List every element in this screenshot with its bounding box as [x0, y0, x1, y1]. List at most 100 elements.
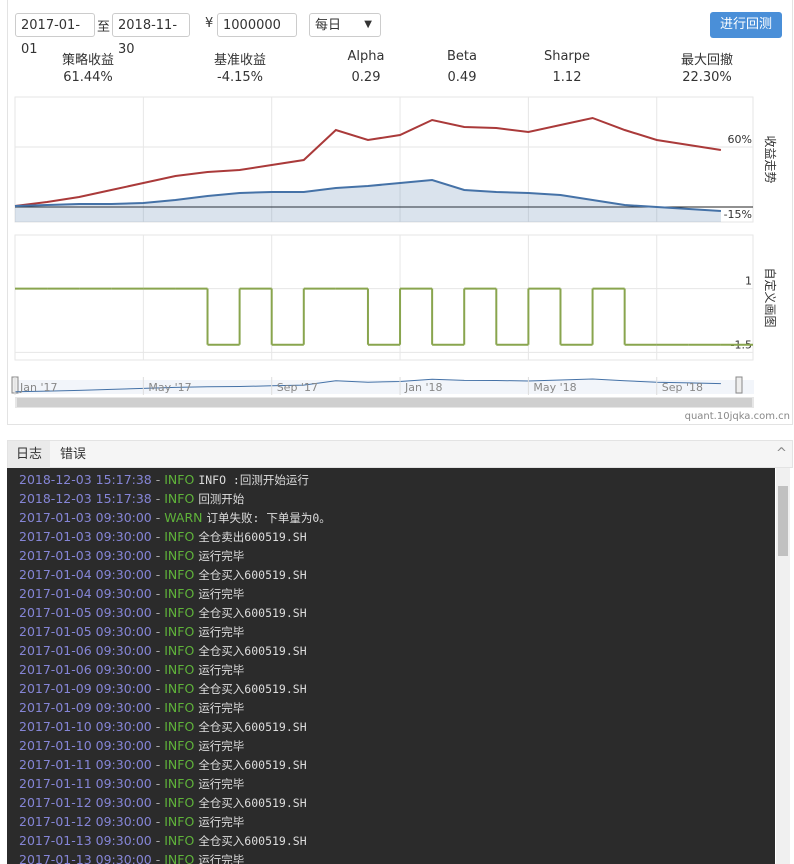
log-console: 2018-12-03 15:17:38 - INFO INFO :回测开始运行 2…	[7, 468, 775, 864]
stat-label: Alpha	[347, 49, 385, 64]
log-message: 全仓买入600519.SH	[198, 682, 307, 696]
stat-label: Beta	[447, 49, 477, 64]
log-level: INFO	[164, 586, 195, 601]
log-message: 全仓买入600519.SH	[198, 834, 307, 848]
log-separator: -	[155, 586, 161, 601]
log-line: 2017-01-05 09:30:00 - INFO 全仓买入600519.SH	[19, 605, 307, 621]
plot-area	[14, 234, 754, 361]
log-message: 全仓买入600519.SH	[198, 644, 307, 658]
log-line: 2017-01-09 09:30:00 - INFO 运行完毕	[19, 700, 244, 716]
log-line: 2017-01-06 09:30:00 - INFO 全仓买入600519.SH	[19, 643, 307, 659]
x-tick-label: Sep '18	[662, 381, 703, 394]
log-line: 2018-12-03 15:17:38 - INFO 回测开始	[19, 491, 244, 507]
log-time: 2017-01-12 09:30:00	[19, 795, 152, 810]
log-message: 运行完毕	[198, 587, 245, 601]
log-message: 运行完毕	[198, 701, 245, 715]
log-separator: -	[155, 700, 161, 715]
scrollbar-thumb[interactable]	[17, 398, 752, 407]
log-level: INFO	[164, 833, 195, 848]
log-line: 2017-01-12 09:30:00 - INFO 运行完毕	[19, 814, 244, 830]
log-tab[interactable]: 日志	[8, 441, 50, 468]
log-time: 2017-01-06 09:30:00	[19, 643, 152, 658]
log-level: INFO	[164, 548, 195, 563]
log-message: 运行完毕	[198, 777, 245, 791]
log-time: 2017-01-05 09:30:00	[19, 605, 152, 620]
log-message: 全仓买入600519.SH	[198, 606, 307, 620]
navigator-bg	[15, 380, 754, 394]
log-time: 2017-01-06 09:30:00	[19, 662, 152, 677]
log-separator: -	[155, 795, 161, 810]
log-line: 2017-01-11 09:30:00 - INFO 全仓买入600519.SH	[19, 757, 307, 773]
y-tick-label: 60%	[728, 133, 752, 146]
end-date-input[interactable]: 2018-11-30	[112, 13, 190, 57]
capital-input[interactable]: 1000000	[217, 13, 297, 37]
log-time: 2017-01-13 09:30:00	[19, 852, 152, 864]
log-line: 2017-01-10 09:30:00 - INFO 全仓买入600519.SH	[19, 719, 307, 735]
log-level: INFO	[164, 491, 195, 506]
log-level: WARN	[164, 510, 203, 525]
log-time: 2018-12-03 15:17:38	[19, 491, 152, 506]
log-message: 回测开始	[198, 492, 245, 506]
log-separator: -	[155, 814, 161, 829]
log-time: 2017-01-09 09:30:00	[19, 700, 152, 715]
log-tabs	[7, 440, 793, 468]
log-level: INFO	[164, 738, 195, 753]
log-level: INFO	[164, 624, 195, 639]
line	[14, 116, 722, 207]
log-separator: -	[155, 719, 161, 734]
error-tab[interactable]: 错误	[59, 447, 86, 462]
x-tick-label: Jan '17	[19, 381, 57, 394]
log-message: 运行完毕	[198, 739, 245, 753]
stat-label: Sharpe	[543, 49, 591, 64]
log-separator: -	[155, 605, 161, 620]
log-line: 2017-01-09 09:30:00 - INFO 全仓买入600519.SH	[19, 681, 307, 697]
log-time: 2017-01-03 09:30:00	[19, 510, 152, 525]
stat-label: 基准收益	[213, 53, 266, 68]
log-message: 运行完毕	[198, 625, 245, 639]
currency-label: ¥	[205, 16, 214, 31]
x-tick-label: May '17	[148, 381, 191, 394]
frequency-value: 每日	[315, 18, 342, 33]
navigator-handle[interactable]	[735, 376, 743, 394]
log-separator: -	[155, 852, 161, 864]
log-line: 2017-01-03 09:30:00 - INFO 运行完毕	[19, 548, 244, 564]
stat-value: 0.49	[447, 70, 477, 85]
frequency-select[interactable]: 每日 ▼	[309, 13, 381, 37]
stat-label: 最大回撤	[680, 53, 733, 68]
log-time: 2017-01-10 09:30:00	[19, 738, 152, 753]
log-line: 2018-12-03 15:17:38 - INFO INFO :回测开始运行	[19, 472, 309, 488]
stat-value: 61.44%	[63, 70, 113, 85]
log-message: 订单失败: 下单量为0。	[206, 511, 331, 525]
log-separator: -	[155, 757, 161, 772]
log-level: INFO	[164, 757, 195, 772]
log-scroll-thumb[interactable]	[778, 486, 788, 556]
log-separator: -	[155, 548, 161, 563]
log-time: 2017-01-03 09:30:00	[19, 529, 152, 544]
log-separator: -	[155, 833, 161, 848]
log-line: 2017-01-13 09:30:00 - INFO 运行完毕	[19, 852, 244, 864]
log-scrollbar[interactable]	[776, 468, 790, 864]
log-separator: -	[155, 472, 161, 487]
run-button[interactable]: 进行回测	[710, 12, 782, 38]
log-message: 全仓买入600519.SH	[198, 568, 307, 582]
stat-value: 1.12	[552, 70, 582, 85]
log-message: 全仓卖出600519.SH	[198, 530, 307, 544]
log-level: INFO	[164, 852, 195, 864]
log-time: 2017-01-13 09:30:00	[19, 833, 152, 848]
y-tick-label: 1	[745, 275, 752, 288]
collapse-button[interactable]: ^	[776, 446, 787, 461]
log-line: 2017-01-13 09:30:00 - INFO 全仓买入600519.SH	[19, 833, 307, 849]
dropdown-arrow: ▼	[364, 19, 372, 30]
log-level: INFO	[164, 472, 195, 487]
log-message: 运行完毕	[198, 853, 245, 864]
stat-value: 22.30%	[682, 70, 732, 85]
log-line: 2017-01-12 09:30:00 - INFO 全仓买入600519.SH	[19, 795, 307, 811]
log-separator: -	[155, 776, 161, 791]
log-level: INFO	[164, 814, 195, 829]
start-date-input[interactable]: 2017-01-01	[15, 13, 95, 57]
log-line: 2017-01-05 09:30:00 - INFO 运行完毕	[19, 624, 244, 640]
to-label: 至	[97, 20, 111, 35]
log-time: 2017-01-03 09:30:00	[19, 548, 152, 563]
log-time: 2018-12-03 15:17:38	[19, 472, 152, 487]
